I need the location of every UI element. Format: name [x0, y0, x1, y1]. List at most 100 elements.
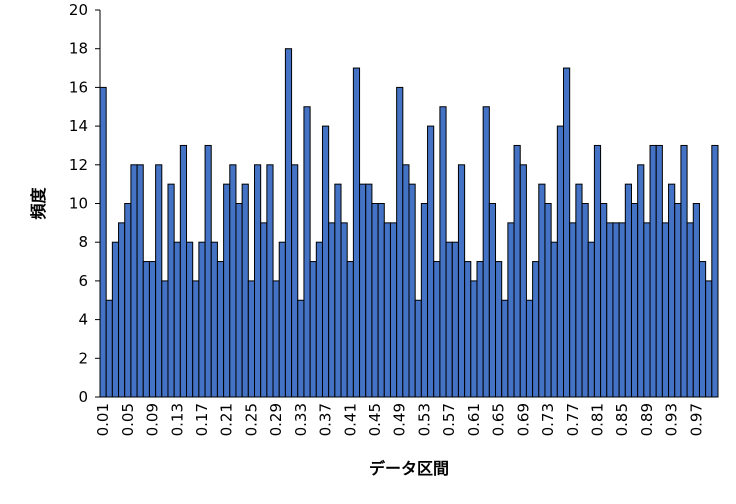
bar-0.29: [272, 280, 280, 398]
bar-0.98: [698, 261, 707, 398]
bar-0.74: [550, 241, 558, 398]
bar-0.96: [686, 222, 694, 398]
x-tick-label: 0.29: [267, 403, 285, 436]
bar-0.36: [315, 241, 323, 398]
x-axis-title: データ区間: [369, 459, 449, 478]
bar-0.66: [501, 299, 509, 398]
bar-0.49: [396, 86, 404, 398]
bar-0.7: [525, 299, 534, 398]
bar-0.18: [204, 144, 212, 398]
bar-0.41: [346, 261, 354, 398]
bar-0.93: [668, 183, 676, 398]
bar-0.99: [705, 280, 713, 398]
bar-0.48: [389, 222, 398, 398]
bar-0.07: [136, 164, 144, 398]
bar-0.81: [593, 144, 602, 398]
x-tick-label: 0.81: [588, 403, 606, 436]
y-tick-label: 12: [69, 156, 88, 174]
y-tick-label: 8: [78, 233, 88, 251]
bar-0.16: [192, 280, 200, 398]
y-axis-title: 頻度: [29, 187, 48, 220]
bar-0.89: [643, 222, 651, 398]
bar-0.61: [470, 280, 478, 398]
bar-0.26: [254, 164, 262, 398]
bar-0.62: [476, 261, 484, 398]
x-tick-label: 0.21: [218, 403, 236, 436]
x-tick-label: 0.93: [663, 403, 681, 436]
bar-0.27: [260, 222, 268, 398]
bar-0.83: [606, 222, 614, 398]
bar-0.39: [334, 183, 342, 398]
bar-0.52: [414, 299, 422, 398]
bar-0.69: [519, 164, 527, 398]
bar-0.53: [420, 203, 429, 398]
bar-0.78: [575, 183, 583, 398]
bar-0.06: [130, 164, 138, 398]
bar-0.43: [359, 183, 367, 398]
bar-0.4: [340, 222, 348, 398]
bar-0.47: [383, 222, 391, 398]
bar-1: [711, 144, 719, 398]
x-tick-label: 0.01: [94, 403, 112, 436]
y-axis: 0 2 4 6 8 10 12 14 16 18 20: [69, 1, 101, 406]
bar-0.17: [198, 241, 206, 398]
y-tick-label: 0: [78, 388, 88, 406]
bar-0.86: [624, 183, 632, 398]
bar-0.13: [173, 241, 181, 398]
bar-0.85: [618, 222, 626, 398]
x-tick-label: 0.09: [144, 403, 162, 436]
bar-0.02: [105, 299, 113, 398]
bar-0.63: [482, 106, 490, 398]
x-tick-label: 0.37: [317, 403, 335, 436]
bar-0.79: [581, 203, 589, 398]
bar-0.76: [563, 67, 571, 398]
x-tick-label: 0.41: [341, 403, 359, 436]
x-tick-label: 0.65: [490, 403, 508, 436]
bar-0.77: [569, 222, 577, 398]
bar-0.91: [655, 144, 663, 398]
bar-0.44: [365, 183, 373, 398]
bar-0.05: [124, 203, 132, 398]
bar-0.64: [488, 203, 497, 398]
bar-0.65: [495, 261, 503, 398]
bar-0.42: [352, 67, 361, 398]
x-tick-label: 0.05: [119, 403, 137, 436]
bar-0.15: [186, 241, 194, 398]
bar-0.5: [402, 164, 410, 398]
bar-0.94: [674, 203, 682, 398]
bar-0.67: [507, 222, 515, 398]
x-tick-label: 0.53: [415, 403, 433, 436]
bar-0.25: [247, 280, 256, 398]
bar-0.35: [309, 261, 317, 398]
x-tick-label: 0.85: [613, 403, 631, 436]
y-tick-label: 16: [69, 78, 88, 96]
bar-0.68: [513, 144, 521, 398]
x-tick-label: 0.33: [292, 403, 310, 436]
x-tick-label: 0.89: [638, 403, 656, 436]
x-tick-label: 0.49: [391, 403, 409, 436]
bar-0.92: [661, 222, 670, 398]
bar-0.57: [445, 241, 453, 398]
y-tick-label: 10: [69, 195, 88, 213]
bar-0.9: [649, 144, 657, 398]
bar-0.6: [464, 261, 472, 398]
bar-0.31: [284, 48, 293, 398]
bar-0.3: [278, 241, 286, 398]
bar-0.38: [328, 222, 336, 398]
bar-0.33: [297, 299, 305, 398]
bar-0.2: [216, 261, 225, 398]
x-tick-label: 0.77: [564, 403, 582, 436]
bar-0.87: [630, 203, 639, 398]
x-tick-label: 0.17: [193, 403, 211, 436]
bar-0.23: [235, 203, 243, 398]
bar-0.28: [266, 164, 274, 398]
bar-0.04: [118, 222, 126, 398]
bar-0.45: [371, 203, 379, 398]
bar-0.84: [612, 222, 620, 398]
x-axis: 0.01 0.05 0.09 0.13 0.17 0.21 0.25 0.29 0.33 0.37…: [94, 396, 718, 436]
x-tick-label: 0.69: [514, 403, 532, 436]
bar-0.22: [229, 164, 237, 398]
bar-0.71: [532, 261, 540, 398]
bar-0.56: [439, 106, 447, 398]
